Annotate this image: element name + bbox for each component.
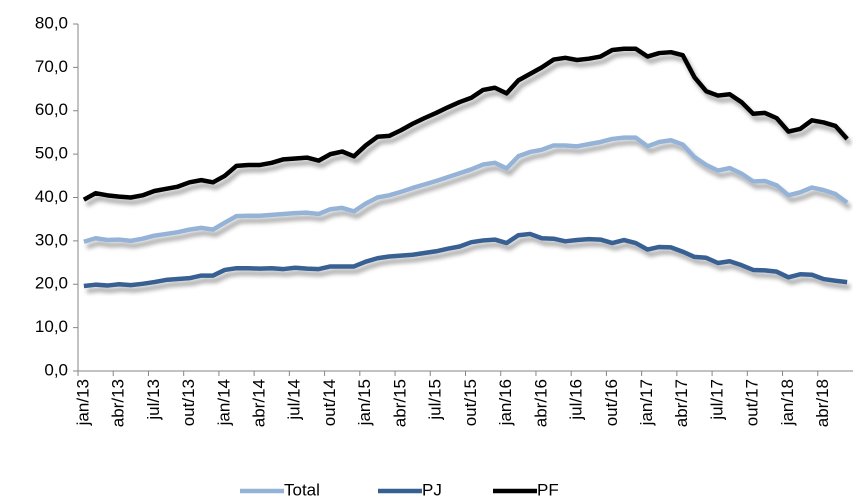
y-tick-label: 70,0 [35, 57, 68, 76]
x-tick-label: jan/14 [214, 379, 233, 426]
x-tick-label: abr/17 [672, 379, 691, 427]
x-tick-label: out/15 [461, 379, 480, 426]
x-tick-label: jan/17 [637, 379, 656, 426]
x-tick-label: jul/14 [285, 379, 304, 421]
legend-label: Total [284, 480, 320, 499]
x-tick-label: jan/15 [355, 379, 374, 426]
x-tick-label: jul/17 [707, 379, 726, 421]
x-tick-label: jan/16 [496, 379, 515, 426]
y-tick-label: 40,0 [35, 187, 68, 206]
y-tick-label: 0,0 [44, 360, 68, 379]
x-tick-label: abr/14 [249, 379, 268, 427]
x-tick-label: out/16 [602, 379, 621, 426]
y-tick-label: 80,0 [35, 13, 68, 32]
series-line [82, 46, 849, 202]
y-tick-label: 10,0 [35, 317, 68, 336]
y-tick-label: 50,0 [35, 144, 68, 163]
y-tick-label: 60,0 [35, 100, 68, 119]
x-tick-label: jul/16 [567, 379, 586, 421]
x-tick-label: jul/15 [426, 379, 445, 421]
x-tick-label: jan/13 [73, 379, 92, 426]
x-tick-label: jan/18 [778, 379, 797, 426]
legend-label: PF [537, 480, 559, 499]
x-tick-label: abr/16 [531, 379, 550, 427]
legend-label: PJ [422, 480, 442, 499]
series-line [83, 231, 848, 289]
x-tick-label: out/17 [743, 379, 762, 426]
y-tick-label: 30,0 [35, 230, 68, 249]
x-tick-label: jul/13 [144, 379, 163, 421]
x-tick-label: out/14 [320, 379, 339, 426]
x-tick-label: abr/13 [109, 379, 128, 427]
x-tick-label: out/13 [179, 379, 198, 426]
y-tick-label: 20,0 [35, 274, 68, 293]
series-line [83, 135, 849, 244]
x-tick-label: abr/18 [813, 379, 832, 427]
x-tick-label: abr/15 [390, 379, 409, 427]
